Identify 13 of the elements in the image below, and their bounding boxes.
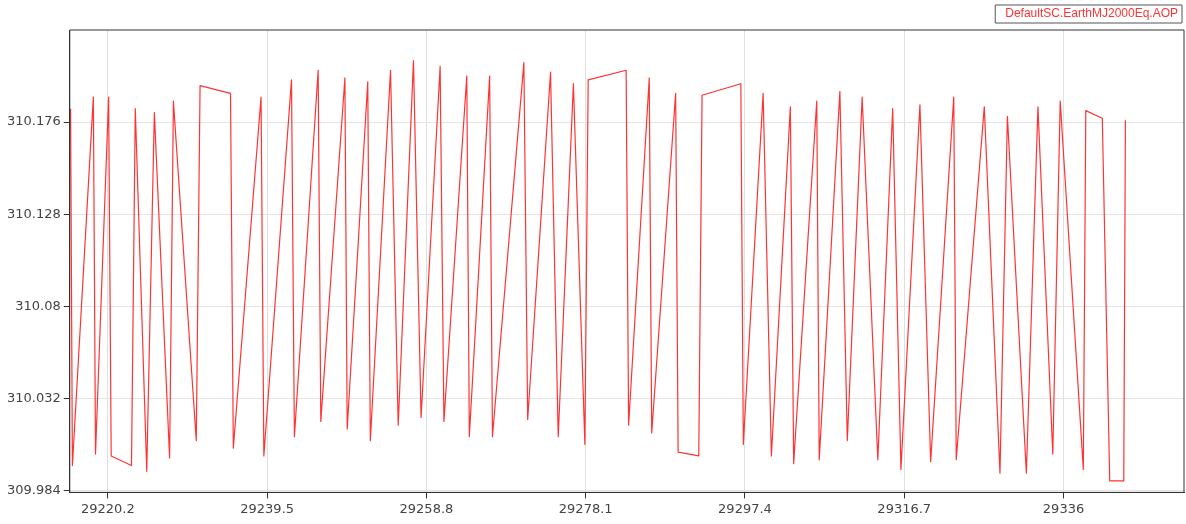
x-tick-label: 29316.7	[877, 500, 932, 516]
x-tick-label: 29258.8	[399, 500, 454, 516]
y-tick-label: 310.128	[6, 205, 61, 221]
y-tick-label: 310.176	[6, 113, 61, 129]
x-tick-label: 29297.4	[718, 500, 772, 516]
y-tick-label: 309.984	[6, 481, 61, 497]
x-tick-label: 29220.2	[81, 500, 135, 516]
text: DefaultSC.EarthMJ2000Eq.AOP	[1005, 6, 1179, 21]
x-tick-label: 29278.1	[558, 500, 613, 516]
y-tick-label: 310.08	[15, 297, 61, 313]
x-tick-label: 29336	[1042, 500, 1085, 516]
y-tick-label: 310.032	[6, 389, 61, 405]
x-tick-label: 29239.5	[240, 500, 295, 516]
